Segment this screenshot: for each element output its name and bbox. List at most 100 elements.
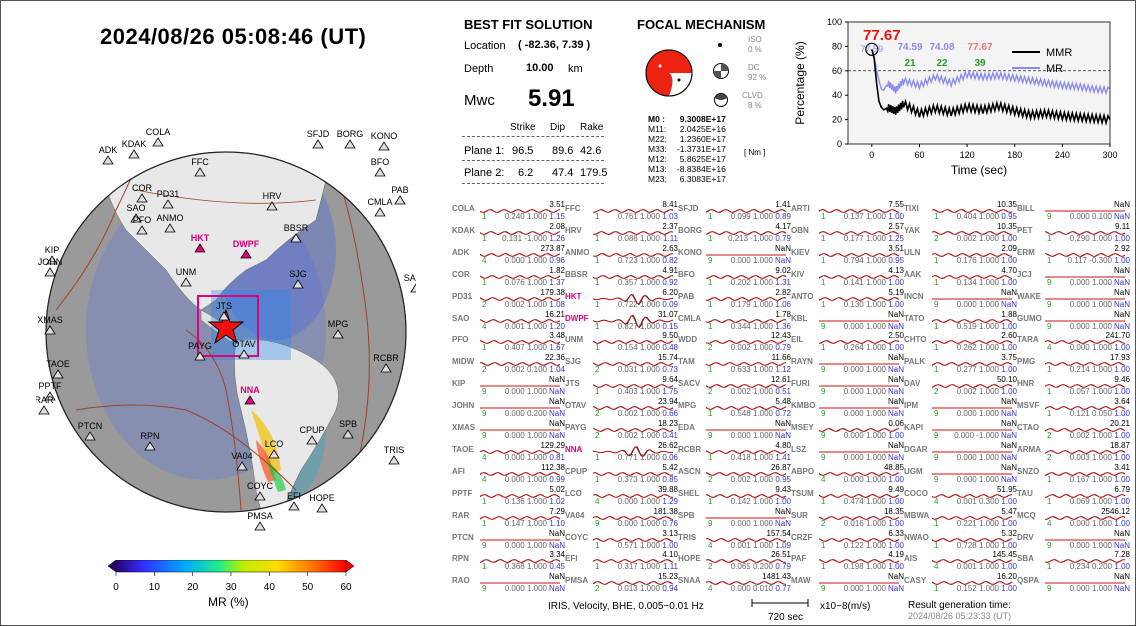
station-code: FURI [791,379,810,389]
y-tick-label: 60 [832,66,842,76]
station-variance: 4.80 [775,440,791,450]
station-cell: YAK 10.35 2 0.002 1.000 1.00 [904,222,1017,244]
station-waveform [1045,559,1126,564]
synthetic-trace [1045,493,1126,498]
station-variance: 3.34 [549,550,565,560]
station-triangle-icon [44,267,56,277]
station-cell: QSPA NaN 9 0.000 1.000 NaN [1017,572,1130,594]
station-waveform [819,582,899,584]
station-flag: 9 [934,299,939,309]
synthetic-trace [706,209,787,213]
station-flag: 1 [934,365,939,375]
station-cell: DAV 50.10 2 0.002 1.000 1.00 [904,375,1017,397]
station-variance: 2.92 [1114,243,1130,253]
station-waveform [819,515,900,520]
station-waveform [706,296,787,301]
station-variance: 2.50 [888,331,904,341]
station-triangle-icon [332,329,344,339]
station-cell: JOHN NaN 9 0.000 0.200 NaN [452,397,565,419]
station-waveform [480,471,561,476]
station-waveform [932,340,1013,345]
station-variance: 241.70 [1105,331,1130,341]
station-mr: NaN [887,321,904,331]
beachball-icon [645,49,693,97]
station-code: PAF [791,554,807,564]
station-code: IPM [904,401,919,411]
synthetic-trace [593,315,674,328]
station-misfit: 0.001 1.000 [956,562,999,572]
station-flag: 4 [934,496,939,506]
station-code: EDA [678,423,695,432]
station-variance: 4.19 [888,550,904,560]
depth-label: Depth [464,63,494,75]
map-station-label: PPTF [38,381,62,391]
station-triangle-icon [244,395,256,405]
station-waveform [480,407,560,409]
station-mr: NaN [774,255,791,265]
map-station-label: ADK [99,145,118,155]
station-variance: NaN [1113,572,1130,582]
map-station-label: TRIS [384,445,405,455]
synthetic-trace [932,231,1013,235]
station-variance: 31.07 [657,309,678,319]
station-mr: 1.00 [1114,452,1130,462]
station-code: SUR [791,510,808,520]
station-misfit: 0.000 1.000 [843,365,886,375]
synthetic-trace [932,253,1012,257]
station-flag: 1 [595,387,600,397]
station-code: COLA [452,204,475,213]
station-flag: 1 [482,233,487,243]
station-waveform [1045,231,1126,235]
station-code: XMAS [452,423,476,432]
station-waveform [932,429,1012,431]
location-value: ( -82.36, 7.39 ) [518,39,591,51]
station-mr: 1.00 [1001,496,1017,506]
station-waveform [932,451,1012,453]
station-waveform [1045,210,1125,212]
station-flag: 1 [821,233,826,243]
station-code: SFJD [678,204,699,213]
station-cell: ADK 273.87 4 0.000 1.000 0.96 [452,244,565,266]
station-flag: 1 [708,496,713,506]
station-mr: 1.26 [549,233,565,243]
station-code: PD31 [452,291,473,301]
station-misfit: 0.134 1.000 [956,277,999,287]
station-mr: NaN [1000,431,1017,440]
station-flag: 9 [821,431,826,440]
map-station-label: XMAS [37,315,63,325]
station-code: TARA [1017,335,1039,345]
station-waveform [1045,539,1125,540]
station-variance: 145.45 [992,550,1017,560]
station-misfit: 0.000 1.000 [730,431,773,440]
synthetic-trace [480,559,561,564]
station-code: CMLA [678,313,702,323]
synthetic-trace [819,493,900,498]
station-misfit: 0.264 1.000 [843,343,886,353]
map-station-label: CMLA [367,197,392,207]
x-tick-label: 180 [1007,150,1022,160]
station-mr: 1.00 [1114,518,1130,528]
station-cell: KMBO NaN 9 0.000 1.000 NaN [791,397,904,419]
station-cell: HRV 2.37 1 0.088 1.000 1.11 [565,222,678,244]
y-tick-label: 80 [832,41,842,51]
station-waveform [593,209,674,213]
station-code: KIV [791,269,805,279]
plane1-dip: 89.6 [552,145,574,157]
station-misfit: 0.000 1.000 [843,452,886,462]
station-cell: WAKE NaN 9 0.000 1.000 NaN [1017,288,1130,310]
station-flag: 1 [708,233,713,243]
station-mr: 0.76 [662,518,678,528]
station-variance: 12.61 [770,375,791,385]
station-flag: 9 [1047,277,1052,287]
station-mr: 0.79 [775,343,791,353]
station-mr: 0.81 [549,452,565,462]
station-code: SAO [452,313,470,323]
station-flag: 1 [1047,562,1052,572]
station-code: ADK [452,247,470,257]
map-station-label: LCO [265,439,284,449]
station-flag: 1 [821,277,826,287]
station-triangle-icon [378,141,390,151]
station-misfit: 0.202 1.000 [730,277,773,287]
station-code: SNZO [1017,466,1040,476]
station-mr: 1.67 [549,343,565,353]
